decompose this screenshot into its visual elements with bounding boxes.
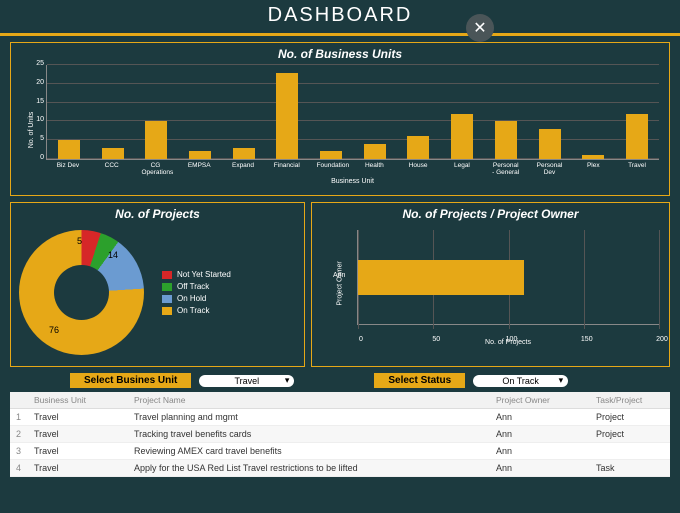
bar <box>189 151 211 159</box>
status-selector-label: Select Status <box>374 373 465 388</box>
vgridline: 150 <box>584 230 585 329</box>
vgridline: 200 <box>659 230 660 329</box>
bar-category-label: Plex <box>579 162 607 176</box>
table-cell: 1 <box>10 409 28 426</box>
close-button[interactable]: ✕ <box>466 14 494 42</box>
projects-owner-panel: No. of Projects / Project Owner Project … <box>311 202 670 367</box>
page-title: DASHBOARD <box>268 4 413 26</box>
donut-value-label: 5 <box>77 236 82 246</box>
hbar-chart: Project Owner 050100150200Ann No. of Pro… <box>312 225 669 350</box>
legend-label: Not Yet Started <box>177 270 231 279</box>
donut-value-label: 14 <box>108 250 118 260</box>
business-units-title: No. of Business Units <box>11 43 669 65</box>
donut-value-label: 76 <box>49 325 59 335</box>
legend-item: Off Track <box>162 282 231 291</box>
table-cell: Reviewing AMEX card travel benefits <box>128 443 490 460</box>
status-selector-dropdown[interactable]: On Track <box>473 375 568 387</box>
table-row[interactable]: 2TravelTracking travel benefits cardsAnn… <box>10 426 670 443</box>
legend-swatch <box>162 283 172 291</box>
bar <box>364 144 386 159</box>
bar-category-label: CCC <box>98 162 126 176</box>
bar-category-label: House <box>404 162 432 176</box>
bar-category-label: Personal Dev <box>535 162 563 176</box>
donut-legend: Not Yet Started Off Track On Hold On Track <box>162 267 231 318</box>
bar-chart: No. of Units 0510152025 Biz DevCCCCG Ope… <box>11 65 669 195</box>
projects-table: Business UnitProject NameProject OwnerTa… <box>10 392 670 477</box>
legend-label: Off Track <box>177 282 209 291</box>
bar-category-label: Biz Dev <box>54 162 82 176</box>
table-cell: Ann <box>490 409 590 426</box>
table-row[interactable]: 3TravelReviewing AMEX card travel benefi… <box>10 443 670 460</box>
table-cell: Travel planning and mgmt <box>128 409 490 426</box>
table-header: Project Name <box>128 392 490 409</box>
bar-category-label: Personal - General <box>492 162 520 176</box>
unit-selector-dropdown[interactable]: Travel <box>199 375 294 387</box>
selectors-row: Select Busines Unit Travel Select Status… <box>10 373 670 388</box>
table-cell: 2 <box>10 426 28 443</box>
bar <box>320 151 342 159</box>
hbar-ylabel: Project Owner <box>337 261 344 305</box>
hbar-category-label: Ann <box>333 272 345 279</box>
bar <box>276 73 298 159</box>
table-row[interactable]: 4TravelApply for the USA Red List Travel… <box>10 460 670 477</box>
bar <box>539 129 561 159</box>
bar-category-label: Health <box>360 162 388 176</box>
table-header <box>10 392 28 409</box>
bar <box>233 148 255 159</box>
table-cell: Task <box>590 460 670 477</box>
bar-category-label: Legal <box>448 162 476 176</box>
table-cell: Travel <box>28 460 128 477</box>
table-cell: Travel <box>28 443 128 460</box>
table-cell: Tracking travel benefits cards <box>128 426 490 443</box>
bar <box>102 148 124 159</box>
bar <box>58 140 80 159</box>
table-header: Task/Project <box>590 392 670 409</box>
table-header: Project Owner <box>490 392 590 409</box>
hbar-title: No. of Projects / Project Owner <box>312 203 669 225</box>
legend-label: On Hold <box>177 294 206 303</box>
bar-xlabel: Business Unit <box>46 178 659 185</box>
table-cell: Apply for the USA Red List Travel restri… <box>128 460 490 477</box>
donut-chart: 5 14 76 <box>19 230 144 355</box>
legend-swatch <box>162 295 172 303</box>
bar-category-label: Foundation <box>317 162 345 176</box>
legend-item: Not Yet Started <box>162 270 231 279</box>
legend-label: On Track <box>177 306 209 315</box>
projects-donut-panel: No. of Projects 5 14 76 Not Yet Started Off… <box>10 202 305 367</box>
table-cell: Project <box>590 426 670 443</box>
bar <box>145 121 167 159</box>
table-cell: Project <box>590 409 670 426</box>
table-cell: Travel <box>28 409 128 426</box>
close-icon: ✕ <box>473 18 486 38</box>
bar <box>582 155 604 159</box>
bar <box>495 121 517 159</box>
table-header: Business Unit <box>28 392 128 409</box>
unit-selector-label: Select Busines Unit <box>70 373 191 388</box>
legend-item: On Hold <box>162 294 231 303</box>
legend-swatch <box>162 271 172 279</box>
bar-category-label: Financial <box>273 162 301 176</box>
bar-category-label: EMPSA <box>185 162 213 176</box>
bar <box>451 114 473 159</box>
bar-category-label: Travel <box>623 162 651 176</box>
donut-title: No. of Projects <box>11 203 304 225</box>
legend-swatch <box>162 307 172 315</box>
bar <box>407 136 429 159</box>
business-units-panel: No. of Business Units No. of Units 05101… <box>10 42 670 196</box>
table-cell: Travel <box>28 426 128 443</box>
table-cell: Ann <box>490 443 590 460</box>
table-cell: 4 <box>10 460 28 477</box>
table-cell: Ann <box>490 460 590 477</box>
bar-category-label: CG Operations <box>141 162 169 176</box>
hbar <box>358 260 524 295</box>
bar-category-label: Expand <box>229 162 257 176</box>
legend-item: On Track <box>162 306 231 315</box>
dashboard-header: DASHBOARD <box>0 0 680 36</box>
bar <box>626 114 648 159</box>
table-cell <box>590 443 670 460</box>
table-cell: Ann <box>490 426 590 443</box>
table-cell: 3 <box>10 443 28 460</box>
table-row[interactable]: 1TravelTravel planning and mgmtAnnProjec… <box>10 409 670 426</box>
